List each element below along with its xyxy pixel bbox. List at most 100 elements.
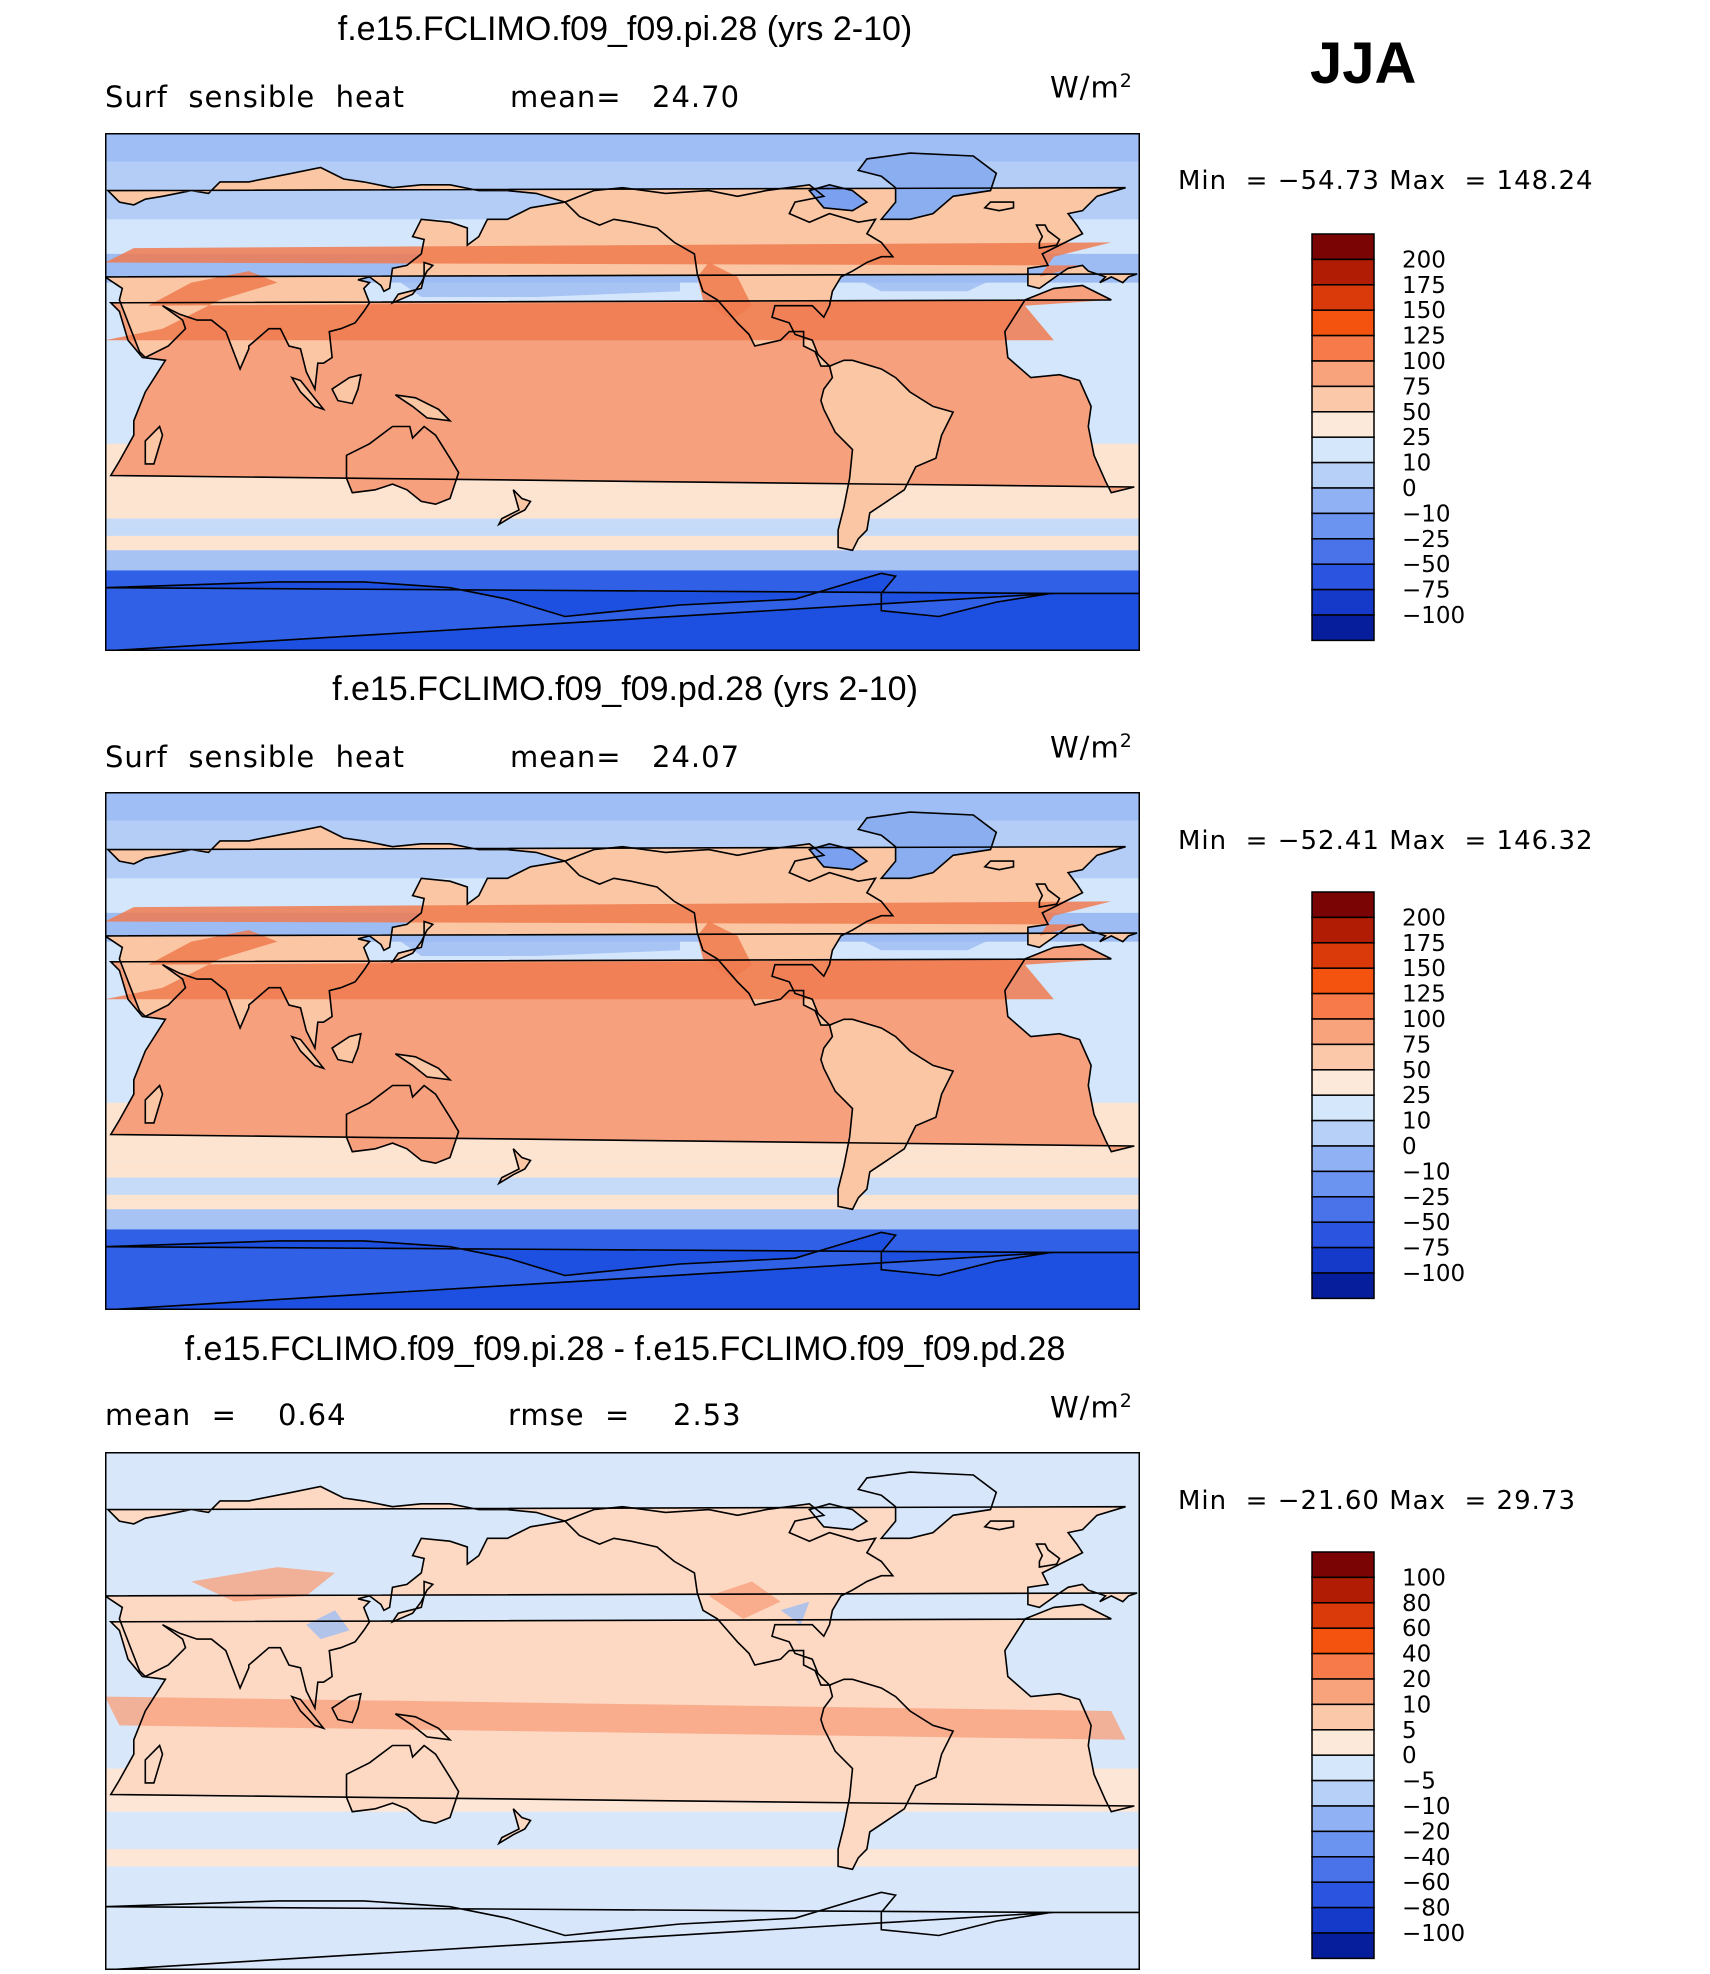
map-band bbox=[105, 1194, 1140, 1210]
coastline-newguinea bbox=[394, 1053, 453, 1081]
coastline-japan bbox=[390, 920, 435, 964]
panel-1-max-value: 148.24 bbox=[1496, 166, 1594, 196]
colorbar-box bbox=[1311, 916, 1375, 944]
colorbar-box bbox=[1311, 1272, 1375, 1300]
colorbar-box bbox=[1311, 1856, 1375, 1883]
colorbar-tick-label: 200 bbox=[1402, 905, 1446, 931]
coastline-antarctica bbox=[105, 1891, 1140, 1970]
land-fill-greenland bbox=[858, 812, 997, 879]
colorbar-tick-label: 10 bbox=[1402, 1109, 1431, 1135]
colorbar-tick-label: 10 bbox=[1402, 1692, 1431, 1718]
colorbar-tick-label: −75 bbox=[1402, 1236, 1451, 1262]
hot-spot bbox=[105, 242, 1112, 277]
colorbar-tick-label: 0 bbox=[1402, 1743, 1417, 1769]
colorbar-tick-label: −75 bbox=[1402, 578, 1451, 604]
colorbar-box bbox=[1311, 614, 1375, 642]
coastline-antarctica bbox=[105, 572, 1140, 651]
colorbar-tick-label: −50 bbox=[1402, 1210, 1451, 1236]
coastline-japan bbox=[390, 261, 435, 305]
panel-2-variable-label: Surf sensible heat bbox=[105, 740, 405, 774]
coastline-britain bbox=[1035, 1543, 1061, 1569]
land-fill-sumatra bbox=[291, 377, 324, 410]
colorbar-box bbox=[1311, 1805, 1375, 1833]
colorbar-tick-label: 75 bbox=[1402, 1032, 1431, 1058]
colorbar-tick-label: 200 bbox=[1402, 247, 1446, 273]
panel-3-mean-label: mean = bbox=[105, 1398, 237, 1432]
colorbar-tick-label: −25 bbox=[1402, 527, 1451, 553]
panel-3-mean-value: 0.64 bbox=[278, 1398, 347, 1432]
land-fill-madagascar bbox=[145, 1745, 163, 1783]
panel-2-mean-label: mean= bbox=[510, 740, 622, 774]
colorbar-tick-label: 25 bbox=[1402, 425, 1431, 451]
coastline-antarctica bbox=[105, 1231, 1140, 1310]
panel-2-min-value: −52.41 bbox=[1277, 826, 1380, 856]
land-fill-newguinea bbox=[395, 1053, 450, 1080]
land-fill-britain bbox=[1036, 884, 1060, 908]
colorbar-tick-label: −100 bbox=[1402, 1261, 1465, 1287]
land-fill-britain bbox=[1036, 1544, 1060, 1568]
map-frame bbox=[105, 792, 1140, 1310]
coastline-nz bbox=[496, 1808, 532, 1846]
coastline-eurasia bbox=[105, 1485, 1138, 1711]
colorbar-box bbox=[1311, 309, 1375, 337]
colorbar-box bbox=[1311, 487, 1375, 515]
land-fill-borneo bbox=[332, 374, 361, 404]
coastline-australia bbox=[345, 1084, 460, 1165]
coastline-nz bbox=[496, 489, 532, 527]
panel-1-map bbox=[105, 133, 1140, 651]
colorbar-box bbox=[1311, 942, 1375, 969]
colorbar-tick-label: −50 bbox=[1402, 552, 1451, 578]
coastline-sumatra bbox=[290, 376, 326, 411]
panel-1-variable-label: Surf sensible heat bbox=[105, 80, 405, 114]
colorbar-tick-label: 0 bbox=[1402, 476, 1417, 502]
colorbar-box bbox=[1311, 1094, 1375, 1122]
colorbar-box bbox=[1311, 1779, 1375, 1807]
coastline-britain bbox=[1035, 883, 1061, 909]
map-band bbox=[105, 133, 1140, 162]
colorbar-tick-label: 5 bbox=[1402, 1718, 1417, 1744]
coastline-newguinea bbox=[394, 1713, 453, 1741]
map-band bbox=[105, 1849, 1140, 1867]
colorbar-box bbox=[1311, 385, 1375, 413]
coastline-greenland bbox=[856, 1471, 998, 1540]
land-fill-australia bbox=[346, 1745, 459, 1824]
colorbar-box bbox=[1311, 1119, 1375, 1147]
coastline-south_america bbox=[820, 359, 955, 552]
land-fill-eurasia bbox=[105, 167, 1138, 390]
season-label: JJA bbox=[1310, 31, 1417, 96]
panel-2-title: f.e15.FCLIMO.f09_f09.pd.28 (yrs 2-10) bbox=[332, 670, 918, 708]
colorbar-box bbox=[1311, 588, 1375, 616]
panel-2-units: W/m2 bbox=[1050, 730, 1133, 765]
colorbar-box bbox=[1311, 1652, 1375, 1680]
panel-2-minmax: Min = −52.41 Max = 146.32 bbox=[1178, 826, 1594, 856]
colorbar-box bbox=[1311, 1830, 1375, 1858]
colorbar-box bbox=[1311, 512, 1375, 540]
colorbar-box bbox=[1311, 360, 1375, 388]
panel-3-rmse-label: rmse = bbox=[508, 1398, 631, 1432]
colorbar-tick-label: 150 bbox=[1402, 298, 1446, 324]
colorbar-box bbox=[1311, 1221, 1375, 1249]
hot-spot bbox=[105, 271, 1112, 341]
coastline-baffin bbox=[807, 183, 869, 212]
colorbar-box bbox=[1311, 1018, 1375, 1046]
colorbar-tick-label: 100 bbox=[1402, 349, 1446, 375]
panel-2-map bbox=[105, 792, 1140, 1310]
map-frame bbox=[105, 133, 1140, 651]
coastline-australia bbox=[345, 425, 460, 506]
map-band bbox=[105, 1160, 1140, 1178]
map-band bbox=[105, 1177, 1140, 1195]
colorbar-box bbox=[1311, 1703, 1375, 1731]
colorbar-tick-label: 80 bbox=[1402, 1591, 1431, 1617]
land-fill-madagascar bbox=[145, 426, 163, 464]
land-fill-greenland bbox=[858, 1472, 997, 1539]
panel-1-min-value: −54.73 bbox=[1277, 166, 1380, 196]
coastline-africa bbox=[108, 943, 1135, 1153]
colorbar-tick-label: −20 bbox=[1402, 1819, 1451, 1845]
coastline-borneo bbox=[331, 1692, 362, 1724]
colorbar-tick-label: 100 bbox=[1402, 1007, 1446, 1033]
land-fill-south_america bbox=[820, 1019, 954, 1210]
colorbar-box bbox=[1311, 411, 1375, 438]
